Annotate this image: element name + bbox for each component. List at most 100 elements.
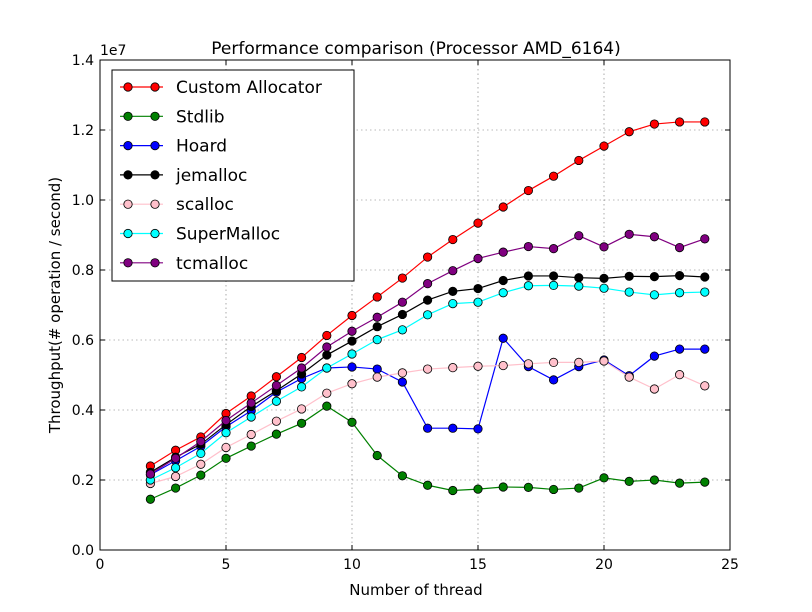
legend-marker [123,111,133,121]
data-point-custom-allocator [548,171,559,181]
legend-entry-stdlib: Stdlib [120,107,225,127]
legend-label: Custom Allocator [176,78,322,98]
data-point-tcmalloc [347,326,357,336]
data-point-tcmalloc [221,415,231,426]
data-point-supermalloc [448,298,458,309]
data-point-supermalloc [700,287,710,297]
data-point-custom-allocator [322,330,332,341]
y-tick-label: 0.0 [72,543,94,559]
data-point-hoard [347,362,357,372]
data-point-hoard [397,377,407,387]
data-point-tcmalloc [448,266,458,276]
y-tick-label: 0.6 [72,333,94,349]
data-point-custom-allocator [347,310,357,321]
y-tick-label: 1.4 [72,53,94,69]
data-point-tcmalloc [422,279,433,289]
data-point-hoard [372,364,382,374]
series-supermalloc [145,280,710,485]
x-tick-label: 25 [721,557,739,573]
legend-label: Hoard [176,137,227,157]
legend-marker [123,199,133,209]
data-point-supermalloc [674,288,685,298]
data-point-supermalloc [574,281,584,291]
legend-marker [150,111,160,121]
legend-entry-scalloc: scalloc [120,195,234,215]
legend-entry-tcmalloc: tcmalloc [120,254,248,274]
data-point-custom-allocator [296,352,307,363]
data-point-supermalloc [347,349,357,359]
data-point-custom-allocator [448,234,458,245]
data-point-jemalloc [397,309,407,320]
legend-label: scalloc [176,195,234,215]
data-point-custom-allocator [473,218,483,228]
data-point-scalloc [221,442,231,453]
data-point-custom-allocator [649,119,660,129]
data-point-scalloc [372,372,382,382]
data-point-scalloc [599,356,609,366]
data-point-scalloc [649,384,660,394]
data-point-jemalloc [372,322,382,332]
data-point-jemalloc [523,271,534,281]
data-point-tcmalloc [296,363,307,373]
data-point-tcmalloc [624,229,634,239]
data-point-tcmalloc [574,231,584,241]
data-point-supermalloc [473,297,483,307]
data-point-stdlib [347,417,357,427]
data-point-hoard [498,333,508,343]
legend-label: tcmalloc [176,254,248,274]
plot-frame [99,59,731,551]
data-point-supermalloc [422,310,433,320]
data-point-hoard [674,344,685,354]
data-point-tcmalloc [498,247,508,257]
data-point-hoard [473,424,483,434]
x-tick-label: 5 [222,557,231,573]
legend-entry-supermalloc: SuperMalloc [120,225,280,245]
legend-label: SuperMalloc [176,225,280,245]
data-point-custom-allocator [498,202,508,212]
data-point-stdlib [700,477,710,487]
data-point-custom-allocator [599,141,609,151]
legend-entry-custom-allocator: Custom Allocator [120,78,322,98]
data-point-tcmalloc [397,297,407,307]
legend-marker [123,82,133,92]
data-point-supermalloc [548,280,559,290]
data-point-stdlib [171,483,181,493]
data-point-custom-allocator [674,117,685,127]
data-point-tcmalloc [649,232,660,242]
legend-marker [150,170,160,180]
y-axis-scale-label: 1e7 [100,43,126,59]
data-point-scalloc [448,363,458,373]
data-point-jemalloc [498,275,508,286]
data-point-tcmalloc [523,241,534,252]
data-point-scalloc [624,372,634,382]
data-point-hoard [422,423,433,433]
y-tick-label: 0.8 [72,263,94,279]
data-point-stdlib [599,473,609,483]
legend-marker [150,199,160,209]
data-point-jemalloc [624,271,634,281]
data-point-hoard [649,351,660,361]
data-point-custom-allocator [624,127,634,137]
data-point-supermalloc [322,363,332,373]
data-point-supermalloc [271,396,281,406]
data-point-custom-allocator [372,292,382,302]
data-point-stdlib [624,476,634,486]
data-point-tcmalloc [473,253,483,264]
data-point-hoard [700,344,710,354]
data-point-stdlib [246,441,256,451]
data-point-scalloc [422,364,433,374]
y-tick-label: 0.2 [72,473,94,489]
legend-label: Stdlib [176,107,225,127]
data-point-custom-allocator [271,372,281,382]
legend-entry-jemalloc: jemalloc [120,166,247,186]
data-point-stdlib [574,483,584,493]
data-point-custom-allocator [574,155,584,166]
data-point-jemalloc [448,286,458,296]
data-point-supermalloc [296,382,307,392]
data-point-supermalloc [196,448,206,458]
data-point-supermalloc [523,281,534,291]
data-point-jemalloc [347,336,357,346]
legend-marker [150,82,160,92]
series-scalloc [145,356,710,489]
data-point-custom-allocator [523,185,534,196]
